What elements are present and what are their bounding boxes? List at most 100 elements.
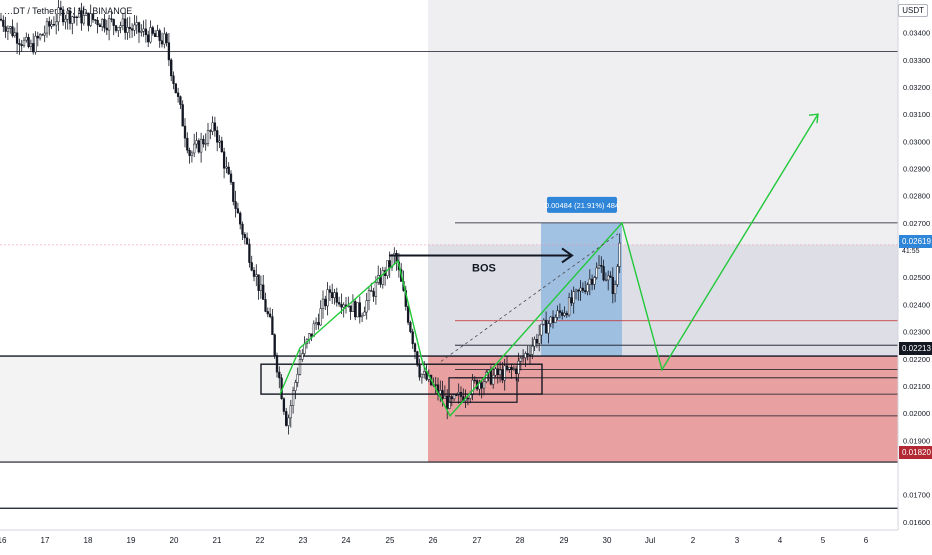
candle-body bbox=[609, 275, 612, 278]
candle-body bbox=[310, 333, 313, 337]
candle-body bbox=[206, 130, 210, 144]
candle-body bbox=[151, 27, 154, 34]
candle-body bbox=[66, 10, 69, 20]
candle-body bbox=[27, 37, 30, 48]
candle-body bbox=[337, 302, 341, 305]
candle-body bbox=[565, 312, 568, 316]
x-tick-label: 22 bbox=[256, 536, 265, 545]
candle-body bbox=[119, 25, 122, 28]
candle-body bbox=[89, 13, 92, 26]
candle-body bbox=[94, 19, 97, 21]
y-tick-label: 0.01600 bbox=[903, 518, 930, 527]
candle-body bbox=[450, 396, 453, 400]
candle-body bbox=[15, 32, 19, 44]
candle-body bbox=[229, 173, 233, 183]
candle-body bbox=[590, 278, 594, 285]
candle-body bbox=[544, 319, 548, 334]
candle-body bbox=[45, 21, 49, 34]
candle-body bbox=[137, 22, 141, 33]
candle-body bbox=[11, 26, 14, 37]
candle-body bbox=[199, 138, 203, 153]
candle-body bbox=[91, 13, 95, 20]
measure-label-bg bbox=[547, 196, 617, 213]
candle-body bbox=[298, 359, 302, 375]
candle-body bbox=[13, 32, 16, 37]
candle-body bbox=[549, 316, 552, 324]
candle-body bbox=[528, 354, 532, 356]
candle-body bbox=[409, 322, 412, 332]
candle-body bbox=[535, 338, 539, 344]
candle-body bbox=[301, 353, 304, 360]
candle-body bbox=[220, 140, 223, 153]
candle-body bbox=[351, 301, 355, 312]
candle-body bbox=[482, 381, 486, 389]
grey-zone-mid bbox=[428, 244, 898, 357]
candle-body bbox=[503, 365, 506, 381]
demand-zone-left bbox=[0, 356, 428, 463]
currency-button[interactable]: USDT bbox=[898, 4, 928, 17]
candle-body bbox=[416, 351, 419, 366]
candle-body bbox=[241, 223, 244, 235]
candle-body bbox=[363, 311, 366, 316]
candle-body bbox=[533, 338, 536, 347]
candle-body bbox=[255, 274, 258, 277]
chart-title: …DT / Tether…S, 1h, BINANCE bbox=[4, 6, 133, 16]
candle-body bbox=[4, 26, 7, 32]
x-tick-label: 19 bbox=[127, 536, 136, 545]
candle-body bbox=[48, 21, 51, 27]
candle-body bbox=[411, 331, 414, 344]
candle-body bbox=[510, 367, 513, 370]
candle-body bbox=[282, 398, 286, 412]
candle-body bbox=[434, 384, 437, 386]
candle-body bbox=[218, 140, 221, 143]
candle-body bbox=[554, 317, 557, 323]
candle-body bbox=[82, 15, 85, 24]
candle-body bbox=[473, 379, 476, 382]
candle-body bbox=[172, 75, 175, 84]
candle-body bbox=[443, 395, 447, 399]
candle-body bbox=[96, 19, 99, 26]
candle-body bbox=[195, 140, 198, 145]
x-tick-label: 16 bbox=[0, 536, 7, 545]
candle-body bbox=[314, 322, 318, 325]
candle-body bbox=[165, 33, 168, 43]
y-tick-label: 0.02800 bbox=[903, 192, 930, 201]
candle-body bbox=[167, 42, 171, 61]
candle-body bbox=[367, 290, 371, 301]
candle-body bbox=[257, 274, 260, 291]
candle-body bbox=[360, 315, 364, 318]
candle-body bbox=[496, 368, 499, 376]
candle-body bbox=[273, 334, 276, 356]
candle-body bbox=[563, 312, 566, 316]
candle-body bbox=[142, 28, 145, 32]
candle-body bbox=[153, 33, 157, 37]
candle-body bbox=[607, 275, 610, 281]
candle-body bbox=[222, 151, 226, 169]
y-tick-label: 0.02900 bbox=[903, 165, 930, 174]
candle-body bbox=[239, 212, 242, 225]
candle-body bbox=[2, 19, 5, 27]
candle-body bbox=[183, 125, 187, 139]
x-tick-label: 27 bbox=[473, 536, 482, 545]
candle-body bbox=[370, 290, 373, 292]
candle-body bbox=[515, 368, 518, 375]
candle-body bbox=[519, 357, 522, 362]
candle-body bbox=[126, 26, 129, 33]
y-tick-label: 0.03200 bbox=[903, 83, 930, 92]
level-tag-0: 0.02213 bbox=[899, 342, 932, 355]
candle-body bbox=[579, 287, 582, 292]
candle-body bbox=[236, 208, 240, 214]
candle-body bbox=[418, 364, 421, 378]
candle-body bbox=[128, 26, 131, 29]
candle-body bbox=[225, 166, 228, 169]
candle-body bbox=[202, 138, 205, 145]
candle-body bbox=[328, 289, 332, 293]
candle-body bbox=[170, 59, 173, 77]
candle-body bbox=[296, 374, 299, 383]
candle-body bbox=[112, 19, 115, 26]
candle-body bbox=[577, 289, 580, 292]
candle-body bbox=[388, 260, 391, 268]
candle-body bbox=[505, 365, 509, 370]
